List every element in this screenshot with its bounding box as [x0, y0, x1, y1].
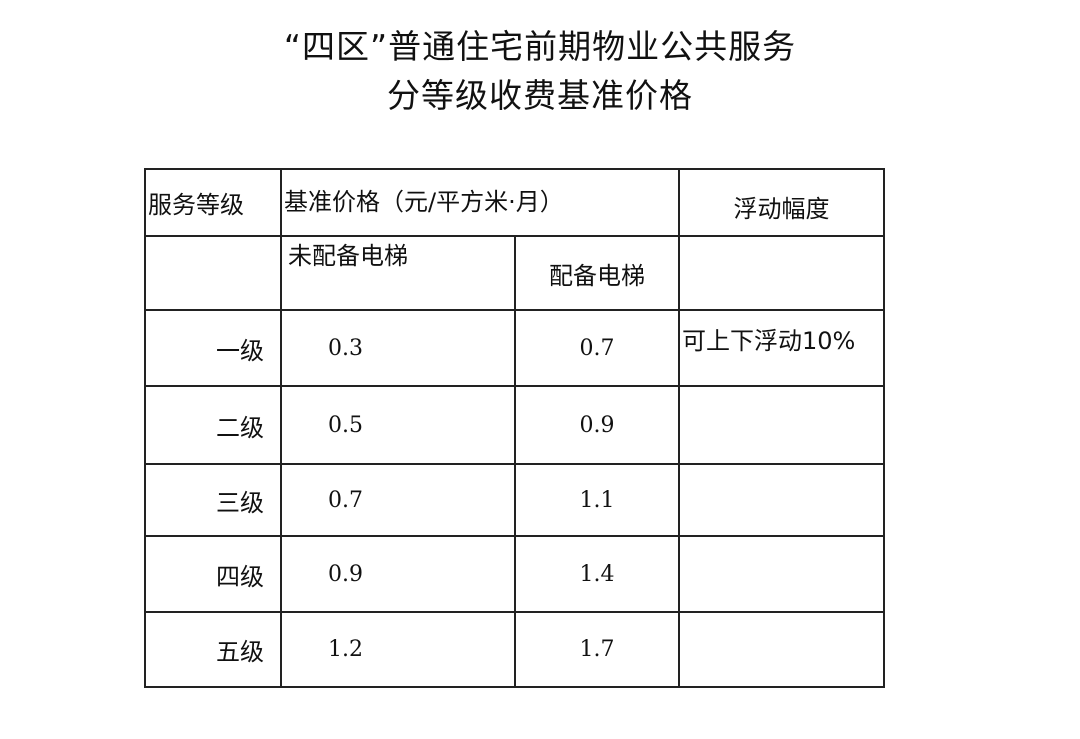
header-row: 服务等级 基准价格（元/平方米·月） 浮动幅度 — [144, 168, 885, 237]
header-base-price: 基准价格（元/平方米·月） — [280, 168, 680, 237]
header-no-elevator: 未配备电梯 — [280, 235, 516, 311]
title-line-1: “四区”普通住宅前期物业公共服务 — [283, 27, 797, 66]
level-cell: 四级 — [144, 535, 282, 613]
level-cell: 二级 — [144, 385, 282, 465]
no-elevator-price: 0.7 — [280, 463, 516, 537]
empty-cell — [678, 235, 885, 311]
no-elevator-price: 0.5 — [280, 385, 516, 465]
header-float-range: 浮动幅度 — [678, 168, 885, 237]
float-range-cell — [678, 535, 885, 613]
float-range-cell — [678, 463, 885, 537]
price-table: 服务等级 基准价格（元/平方米·月） 浮动幅度 未配备电梯 配备电梯 一级 0.… — [144, 168, 885, 688]
float-range-cell — [678, 611, 885, 688]
level-cell: 三级 — [144, 463, 282, 537]
level-cell: 五级 — [144, 611, 282, 688]
with-elevator-price: 1.4 — [514, 535, 680, 613]
header-with-elevator: 配备电梯 — [514, 235, 680, 311]
empty-cell — [144, 235, 282, 311]
level-cell: 一级 — [144, 309, 282, 387]
no-elevator-price: 1.2 — [280, 611, 516, 688]
table-row: 四级 0.9 1.4 — [144, 535, 885, 613]
table-row: 五级 1.2 1.7 — [144, 611, 885, 688]
with-elevator-price: 1.7 — [514, 611, 680, 688]
table-row: 一级 0.3 0.7 可上下浮动10% — [144, 309, 885, 387]
table-row: 二级 0.5 0.9 — [144, 385, 885, 465]
no-elevator-price: 0.9 — [280, 535, 516, 613]
header-level: 服务等级 — [144, 168, 282, 237]
no-elevator-price: 0.3 — [280, 309, 516, 387]
subheader-row: 未配备电梯 配备电梯 — [144, 235, 885, 311]
table-row: 三级 0.7 1.1 — [144, 463, 885, 537]
title-line-2: 分等级收费基准价格 — [387, 76, 693, 115]
with-elevator-price: 0.9 — [514, 385, 680, 465]
float-range-cell: 可上下浮动10% — [678, 309, 885, 387]
with-elevator-price: 0.7 — [514, 309, 680, 387]
float-range-cell — [678, 385, 885, 465]
with-elevator-price: 1.1 — [514, 463, 680, 537]
